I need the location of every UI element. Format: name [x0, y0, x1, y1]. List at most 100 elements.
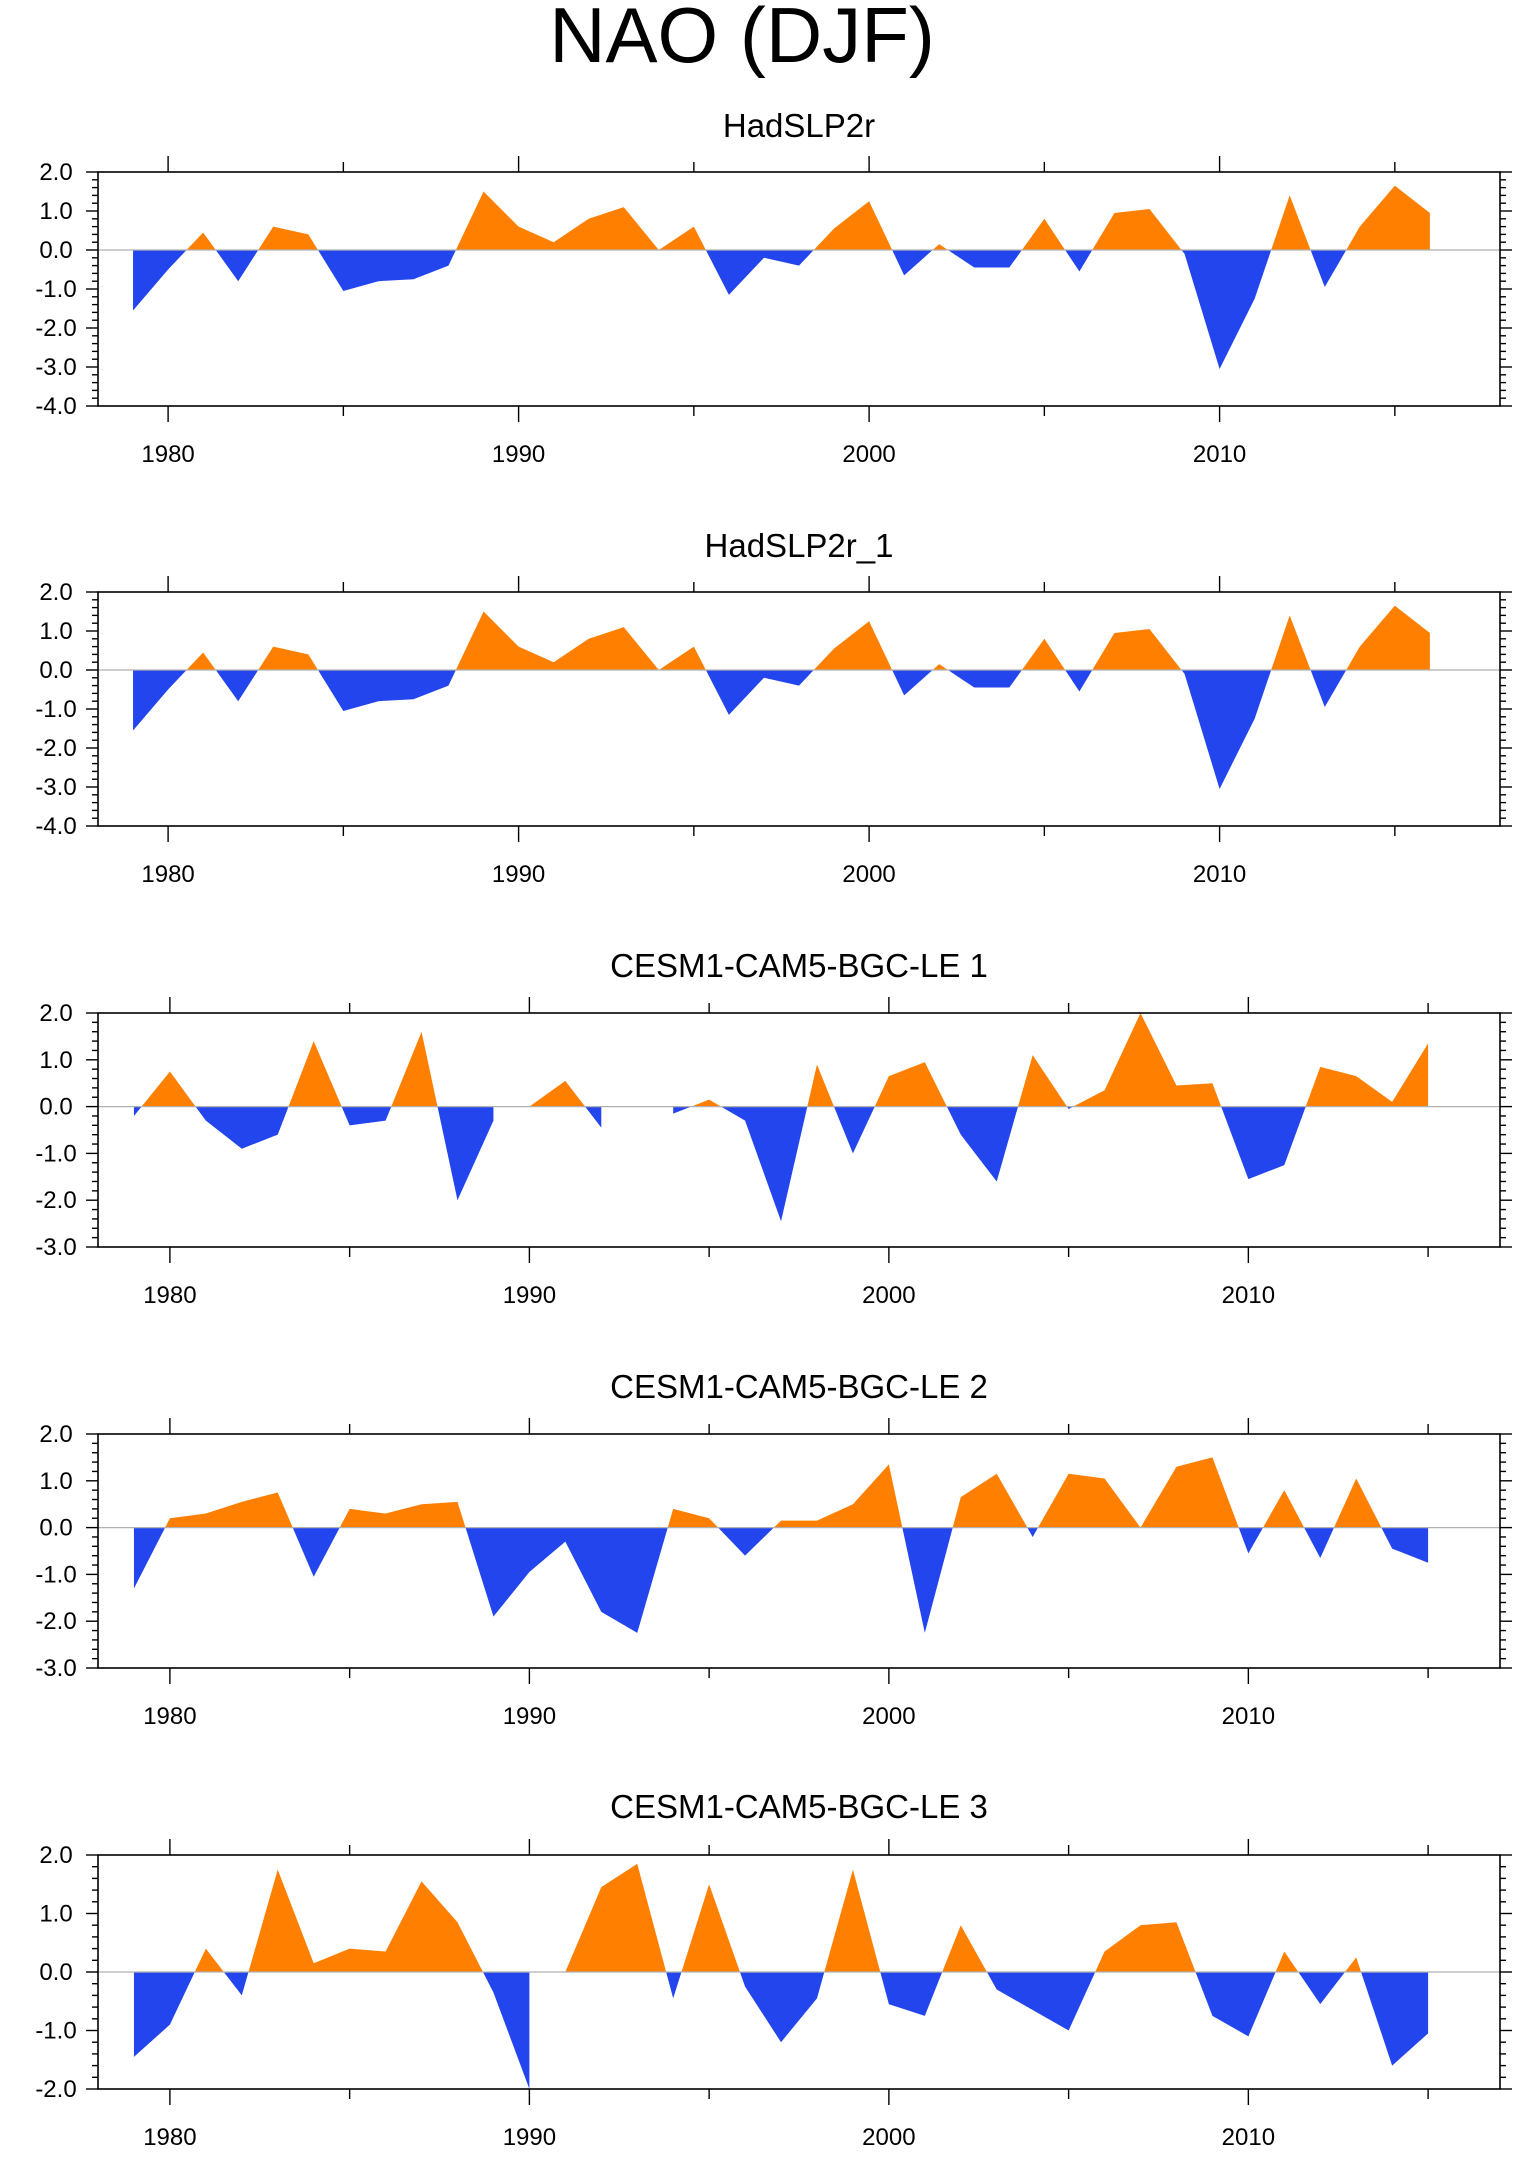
y-tick-label: 2.0 [39, 159, 72, 186]
positive-area-6 [565, 1863, 667, 1972]
positive-area-6 [667, 1508, 719, 1528]
positive-area-18 [1346, 185, 1430, 250]
x-tick-label: 2000 [842, 441, 895, 468]
y-tick-label: 1.0 [39, 1468, 72, 1495]
y-tick-label: 1.0 [39, 1901, 72, 1928]
positive-area-14 [1092, 629, 1182, 670]
y-tick-label: -2.0 [35, 1608, 76, 1635]
positive-area-18 [1344, 1957, 1362, 1972]
negative-area-17 [1310, 250, 1347, 288]
positive-area-4 [339, 1501, 466, 1528]
negative-area-13 [986, 1972, 1096, 2031]
positive-area-20 [1073, 1013, 1222, 1107]
y-tick-label: 0.0 [39, 1094, 72, 1121]
negative-area-13 [1065, 670, 1093, 692]
y-tick-label: -4.0 [35, 813, 76, 840]
positive-area-2 [165, 1492, 293, 1528]
x-tick-label: 1980 [143, 1282, 196, 1309]
y-tick-label: 1.0 [39, 1047, 72, 1074]
y-tick-label: 2.0 [39, 1000, 72, 1027]
positive-area-14 [1263, 1490, 1305, 1528]
negative-area-1 [133, 1106, 142, 1116]
negative-area-1 [133, 670, 187, 731]
positive-area-16 [1271, 615, 1311, 670]
positive-area-18 [1346, 605, 1430, 670]
y-tick-label: 0.0 [39, 1959, 72, 1986]
negative-area-9 [902, 1527, 953, 1633]
positive-area-12 [691, 1099, 722, 1107]
panel-4: CESM1-CAM5-BGC-LE 2 2.0 1.0 0.0 -1.0 -2.0 -3.0… [35, 1368, 1512, 1730]
panel-title: HadSLP2r_1 [705, 527, 894, 564]
y-tick-label: -3.0 [35, 774, 76, 801]
negative-area-5 [482, 1972, 530, 2089]
negative-area-7 [437, 1106, 494, 1201]
positive-area-16 [1275, 1951, 1299, 1972]
negative-area-15 [834, 1106, 875, 1154]
negative-area-15 [1195, 1972, 1276, 2037]
x-tick-label: 2000 [862, 1703, 915, 1730]
positive-area-12 [1037, 1457, 1239, 1528]
y-tick-label: -3.0 [35, 1234, 76, 1261]
y-tick-label: 0.0 [39, 1515, 72, 1542]
positive-area-6 [455, 611, 706, 670]
x-tick-label: 1990 [503, 1282, 556, 1309]
positive-area-4 [258, 646, 318, 670]
negative-area-5 [341, 1106, 392, 1126]
positive-area-2 [194, 1948, 224, 1972]
y-tick-label: 2.0 [39, 1842, 72, 1869]
positive-area-10 [824, 1869, 881, 1972]
negative-area-15 [1181, 250, 1272, 369]
y-tick-label: -1.0 [35, 276, 76, 303]
negative-area-19 [1361, 1972, 1429, 2066]
panel-title: CESM1-CAM5-BGC-LE 1 [610, 947, 988, 984]
x-tick-label: 1980 [143, 1703, 196, 1730]
y-tick-label: 2.0 [39, 579, 72, 606]
y-tick-label: -2.0 [35, 2076, 76, 2103]
positive-area-8 [681, 1884, 740, 1972]
panel-title: CESM1-CAM5-BGC-LE 3 [610, 1788, 988, 1825]
panel-1: HadSLP2r 2.0 1.0 0.0 -1.0 -2.0 -3.0 -4.0 1980 199… [35, 107, 1512, 468]
positive-area-14 [1095, 1922, 1196, 1972]
negative-area-7 [705, 670, 814, 715]
negative-area-1 [133, 1972, 195, 2057]
positive-area-2 [141, 1071, 196, 1107]
x-tick-label: 1990 [503, 2124, 556, 2151]
positive-area-18 [1018, 1055, 1068, 1107]
negative-area-17 [1381, 1527, 1429, 1563]
negative-area-5 [465, 1527, 668, 1633]
positive-area-8 [773, 1464, 903, 1528]
positive-area-22 [1305, 1043, 1429, 1107]
panels: HadSLP2r 2.0 1.0 0.0 -1.0 -2.0 -3.0 -4.0 1980 199… [35, 107, 1512, 2151]
plot-frame [97, 1433, 1501, 1669]
positive-area-12 [1021, 638, 1066, 670]
positive-area-10 [932, 244, 948, 250]
positive-area-12 [1021, 218, 1066, 250]
y-tick-label: 1.0 [39, 198, 72, 225]
negative-area-9 [739, 1972, 825, 2043]
negative-area-15 [1304, 1527, 1334, 1559]
panel-2: HadSLP2r_1 2.0 1.0 0.0 -1.0 -2.0 -3.0 -4.0 1980 1… [35, 527, 1512, 888]
positive-area-12 [942, 1925, 987, 1972]
x-tick-label: 2010 [1222, 1282, 1275, 1309]
positive-area-14 [1092, 209, 1182, 250]
positive-area-6 [455, 191, 706, 250]
y-tick-label: -2.0 [35, 735, 76, 762]
positive-area-10 [952, 1473, 1028, 1528]
y-tick-label: -2.0 [35, 1187, 76, 1214]
y-tick-label: -3.0 [35, 1655, 76, 1682]
y-tick-label: -1.0 [35, 1140, 76, 1167]
negative-area-9 [585, 1106, 602, 1128]
positive-area-8 [529, 1080, 586, 1107]
x-tick-label: 2010 [1222, 1703, 1275, 1730]
figure-title: NAO (DJF) [549, 0, 935, 79]
negative-area-11 [1027, 1527, 1038, 1537]
negative-area-9 [892, 670, 933, 696]
negative-area-11 [947, 670, 1022, 688]
negative-area-17 [1310, 670, 1347, 708]
plot-frame [97, 1012, 1501, 1248]
y-tick-label: -1.0 [35, 2018, 76, 2045]
panel-title: CESM1-CAM5-BGC-LE 2 [610, 1368, 988, 1405]
y-tick-label: -2.0 [35, 315, 76, 342]
negative-area-9 [892, 250, 933, 276]
